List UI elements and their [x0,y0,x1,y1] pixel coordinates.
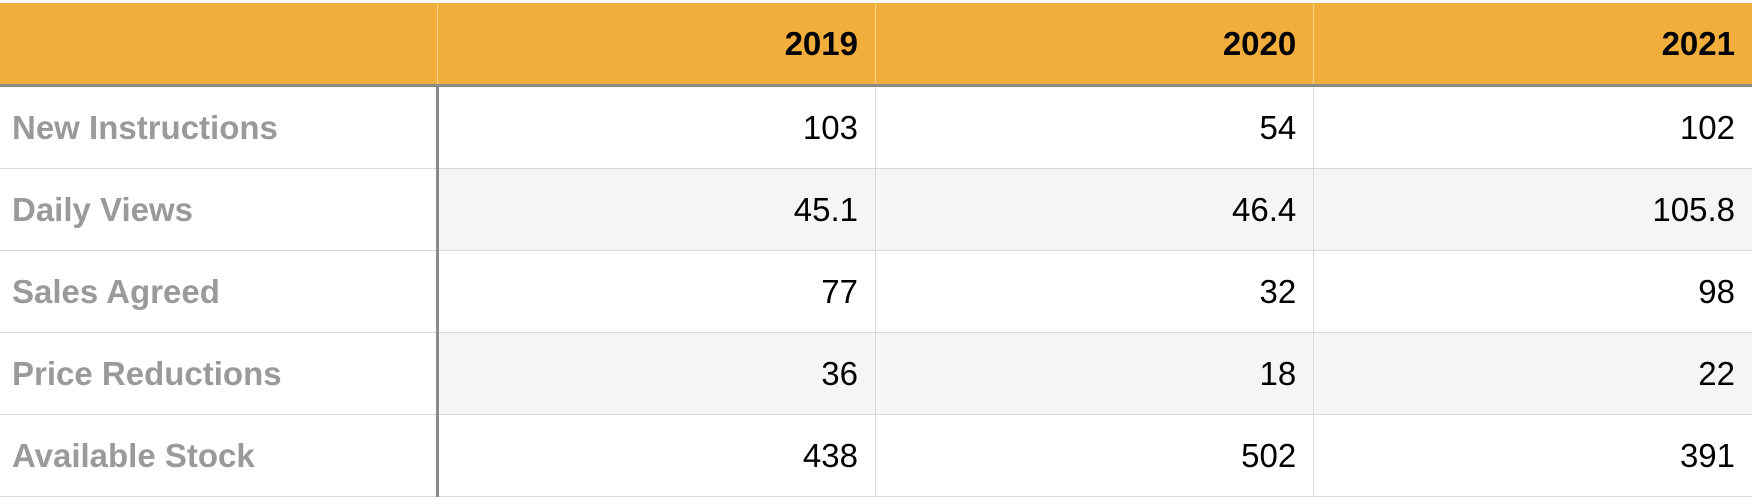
header-row: 2019 2020 2021 [0,3,1752,87]
header-cell-2019: 2019 [436,3,876,87]
table-cell: 391 [1313,414,1752,497]
table-cell: 18 [874,332,1314,415]
table-cell: 36 [436,332,876,415]
table-cell: 98 [1313,250,1752,333]
table-cell: 46.4 [874,168,1314,251]
table-row-new-instructions: New Instructions 103 54 102 [0,85,1752,169]
table-cell: 22 [1313,332,1752,415]
table-cell: 103 [436,85,876,169]
row-label: New Instructions [0,85,439,169]
row-label: Price Reductions [0,332,439,415]
table-row-available-stock: Available Stock 438 502 391 [0,414,1752,497]
header-cell-2021: 2021 [1313,3,1752,87]
row-label: Available Stock [0,414,439,497]
table-row-daily-views: Daily Views 45.1 46.4 105.8 [0,168,1752,251]
table-cell: 502 [874,414,1314,497]
row-label: Daily Views [0,168,439,251]
table-row-sales-agreed: Sales Agreed 77 32 98 [0,250,1752,333]
header-cell-2020: 2020 [874,3,1314,87]
data-table-container: 2019 2020 2021 New Instructions 103 54 1… [0,3,1752,497]
table-cell: 54 [874,85,1314,169]
table-cell: 102 [1313,85,1752,169]
data-table: 2019 2020 2021 New Instructions 103 54 1… [0,3,1752,497]
row-label: Sales Agreed [0,250,439,333]
table-cell: 438 [436,414,876,497]
table-cell: 105.8 [1313,168,1752,251]
table-cell: 77 [436,250,876,333]
table-cell: 45.1 [436,168,876,251]
table-row-price-reductions: Price Reductions 36 18 22 [0,332,1752,415]
table-cell: 32 [874,250,1314,333]
header-cell-corner [0,3,438,87]
